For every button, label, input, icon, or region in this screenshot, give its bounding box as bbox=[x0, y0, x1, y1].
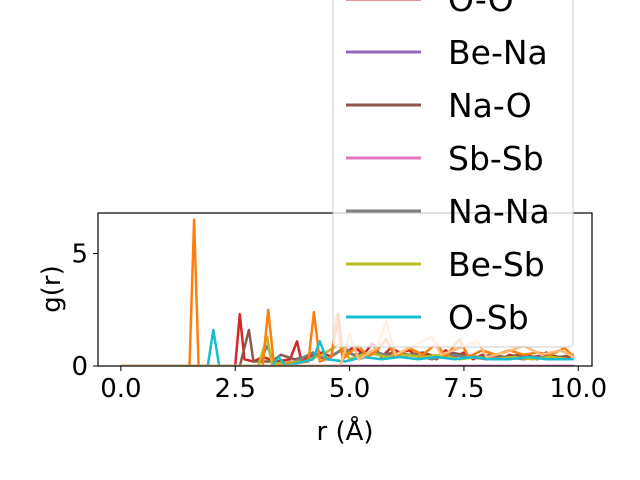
legend-label: Na-Na bbox=[448, 192, 550, 231]
x-axis-label: r (Å) bbox=[316, 415, 373, 447]
x-tick-label: 2.5 bbox=[215, 374, 256, 404]
y-tick-label: 5 bbox=[71, 240, 88, 270]
legend-label: Sb-Sb bbox=[448, 139, 544, 178]
legend-label: Na-O bbox=[448, 86, 532, 125]
legend-label: Be-Na bbox=[448, 33, 548, 72]
legend: O-O Be-Na Na-O Sb-Sb Na-Na Be-Sb O-Sb bbox=[332, 0, 574, 348]
y-tick-label: 0 bbox=[71, 352, 88, 382]
legend-box bbox=[332, 0, 574, 348]
legend-label: O-Sb bbox=[448, 298, 529, 337]
y-axis-label: g(r) bbox=[37, 265, 67, 312]
legend-label: O-O bbox=[448, 0, 514, 19]
x-tick-label: 0.0 bbox=[100, 374, 141, 404]
y-axis-ticks: 05 bbox=[71, 240, 98, 382]
series-line-o-sb bbox=[120, 328, 574, 366]
legend-label: Be-Sb bbox=[448, 245, 545, 284]
x-axis-ticks: 0.0 2.5 5.0 7.5 10.0 bbox=[100, 366, 607, 404]
x-tick-label: 7.5 bbox=[443, 374, 484, 404]
x-tick-label: 5.0 bbox=[329, 374, 370, 404]
x-tick-label: 10.0 bbox=[549, 374, 607, 404]
